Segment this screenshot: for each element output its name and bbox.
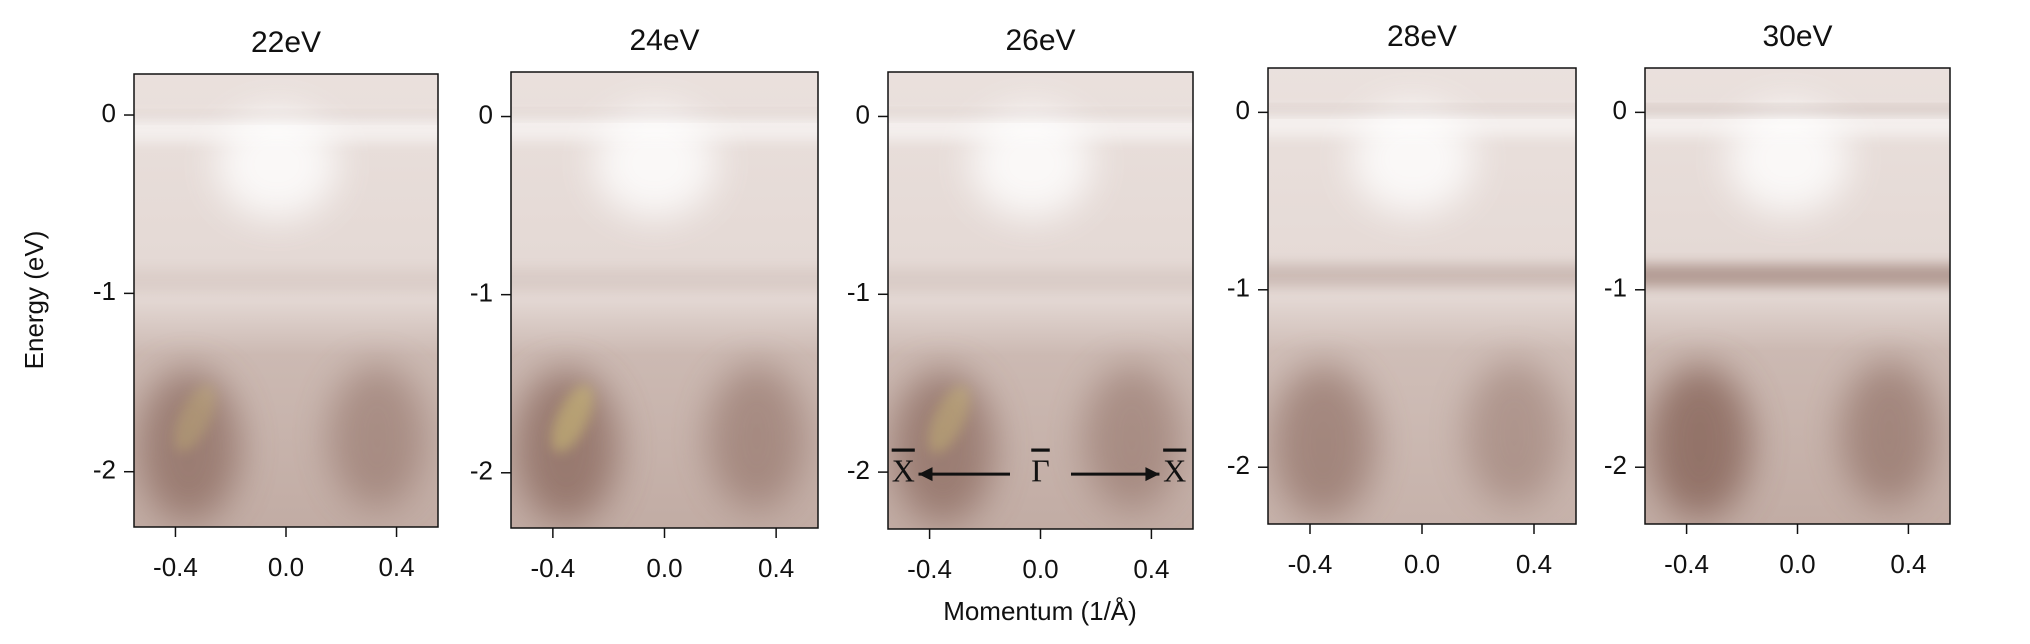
right-feature [1083,364,1181,511]
panel-title: 28eV [1387,20,1457,53]
y-tick-label: 0 [479,99,493,129]
x-tick-label: 0.0 [1022,554,1058,584]
right-feature [1465,359,1564,506]
y-tick-label: -2 [1604,450,1627,480]
y-tick-label: 0 [1613,95,1627,125]
intensity-map [511,72,818,528]
edge-band [888,110,1193,119]
x-tick-label: 0.0 [1779,549,1815,579]
panel-title: 30eV [1762,20,1832,53]
edge-band [134,112,438,121]
x-tick-label: 0.4 [1133,554,1169,584]
edge-band [1645,106,1950,115]
symmetry-point: X [1163,453,1186,489]
x-tick-label: 0.4 [758,553,794,583]
right-feature [1840,359,1938,506]
hot-spot [928,385,970,454]
left-feature [1648,364,1752,520]
x-tick-label: 0.4 [1516,549,1552,579]
x-tick-label: 0.4 [378,552,414,582]
mid-band [888,268,1193,292]
y-tick-label: -1 [1604,273,1627,303]
y-tick-label: -2 [847,455,870,485]
intensity-map [888,72,1193,529]
y-tick-label: -1 [1227,273,1250,303]
x-tick-label: 0.0 [268,552,304,582]
y-tick-label: -2 [93,455,116,485]
y-tick-label: -1 [847,277,870,307]
symmetry-point: X [892,453,915,489]
x-tick-label: -0.4 [530,553,575,583]
edge-band [1268,106,1576,115]
x-tick-label: -0.4 [153,552,198,582]
y-tick-label: 0 [856,99,870,129]
x-axis-label: Momentum (1/Å) [943,596,1137,626]
y-tick-label: -1 [93,276,116,306]
y-tick-label: 0 [102,98,116,128]
right-feature [328,363,426,509]
panel-title: 22eV [251,26,321,59]
arrow-head [1145,467,1160,482]
x-tick-label: 0.0 [646,553,682,583]
arrow-head [918,467,933,482]
x-tick-label: 0.4 [1890,549,1926,579]
edge-band [511,110,818,119]
y-tick-label: 0 [1236,95,1250,125]
y-tick-label: -2 [1227,450,1250,480]
intensity-map [134,74,438,527]
hot-spot [551,384,594,453]
intensity-map [1268,68,1576,524]
y-tick-label: -1 [470,278,493,308]
mid-band [511,268,818,291]
y-axis-label: Energy (eV) [19,231,49,370]
mid-band [134,268,438,292]
hot-spot [174,384,216,452]
symmetry-point: Γ [1031,453,1050,489]
left-feature [1271,364,1376,520]
x-tick-label: -0.4 [1288,549,1333,579]
mid-band [1645,264,1950,287]
x-tick-label: 0.0 [1404,549,1440,579]
x-tick-label: -0.4 [1664,549,1709,579]
mid-band [1268,264,1576,287]
x-tick-label: -0.4 [907,554,952,584]
panel-title: 26eV [1005,24,1075,57]
panel-title: 24eV [629,24,699,57]
intensity-map [1645,68,1950,524]
right-feature [707,363,806,510]
y-tick-label: -2 [470,456,493,486]
